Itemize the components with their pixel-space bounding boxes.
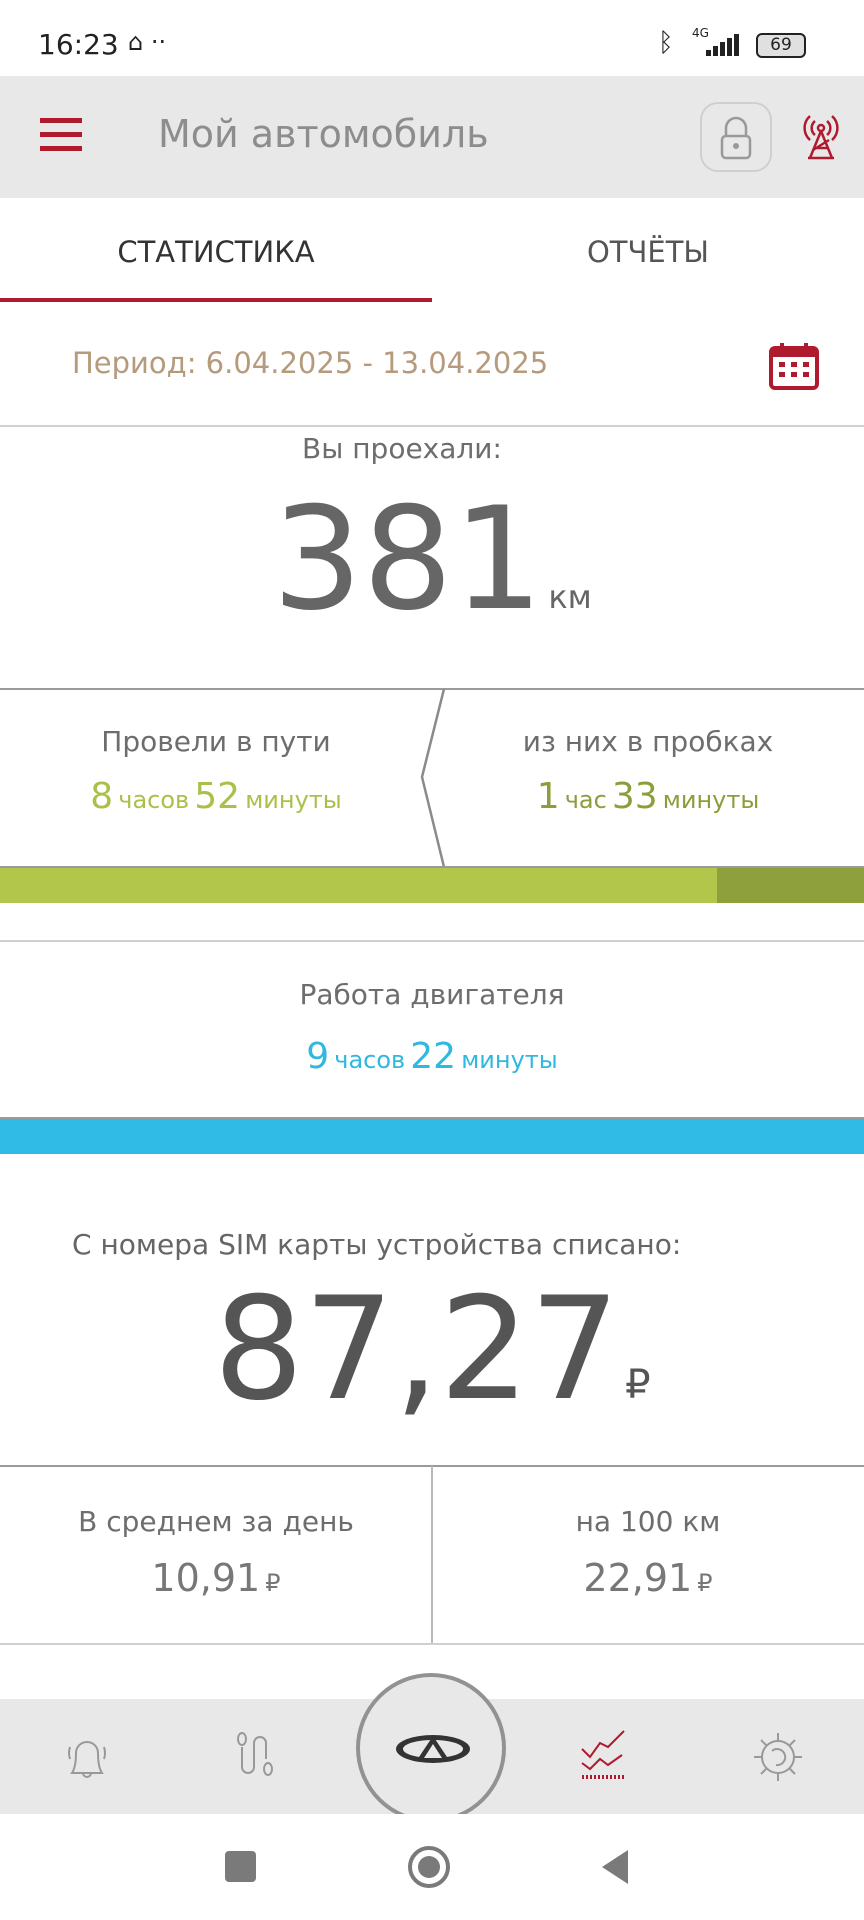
- avg-day-unit: ₽: [265, 1569, 281, 1597]
- divider: [0, 1117, 864, 1119]
- bottom-nav: [0, 1673, 864, 1823]
- drive-minutes: 52: [194, 776, 241, 817]
- drive-hours-unit: часов: [118, 786, 190, 814]
- divider: [0, 425, 864, 427]
- drive-time-label: Провели в пути: [101, 725, 331, 758]
- sim-label: С номера SIM карты устройства списано:: [72, 1228, 682, 1261]
- divider: [0, 688, 864, 690]
- engine-label: Работа двигателя: [299, 978, 565, 1011]
- drive-hours: 8: [90, 776, 114, 817]
- engine-minutes-unit: минуты: [461, 1046, 558, 1074]
- per-100km-label: на 100 км: [575, 1505, 721, 1538]
- distance-label: Вы проехали:: [302, 432, 502, 465]
- tab-bar: СТАТИСТИКА ОТЧЁТЫ: [0, 202, 864, 302]
- nav-car-home-button[interactable]: [356, 1673, 506, 1823]
- divider: [0, 940, 864, 942]
- vertical-divider: [431, 1466, 433, 1644]
- engine-minutes: 22: [410, 1036, 457, 1077]
- bluetooth-icon: ᛒ: [658, 28, 674, 58]
- sim-unit: ₽: [625, 1362, 651, 1408]
- traffic-minutes-unit: минуты: [662, 786, 760, 814]
- drive-time-bar: [0, 868, 864, 903]
- drive-minutes-unit: минуты: [245, 786, 342, 814]
- per-100km-value: 22,91: [583, 1556, 693, 1600]
- traffic-hours: 1: [536, 776, 560, 817]
- distance-value: 381: [272, 477, 544, 642]
- tab-reports[interactable]: ОТЧЁТЫ: [586, 235, 710, 269]
- traffic-hours-unit: час: [564, 786, 607, 814]
- per-100km-block: на 100 км 22,91 ₽: [432, 1505, 864, 1600]
- engine-hours-unit: часов: [334, 1046, 406, 1074]
- calendar-icon[interactable]: [768, 342, 820, 390]
- page-title: Мой автомобиль: [158, 112, 489, 156]
- sim-value: 87,27: [213, 1267, 620, 1432]
- avg-day-label: В среднем за день: [78, 1505, 354, 1538]
- lock-button[interactable]: [700, 102, 772, 172]
- signal-tower-icon[interactable]: [796, 110, 846, 162]
- tab-statistics[interactable]: СТАТИСТИКА: [117, 235, 315, 269]
- avg-day-value: 10,91: [151, 1556, 261, 1600]
- active-tab-indicator: [0, 298, 432, 302]
- app-header: Мой автомобиль: [0, 76, 864, 198]
- avg-day-block: В среднем за день 10,91 ₽: [0, 1505, 432, 1600]
- drive-time-block: Провели в пути 8 часов 52 минуты: [0, 725, 432, 817]
- back-button[interactable]: [600, 1848, 630, 1886]
- distance-value-row: 381 км: [0, 480, 864, 640]
- home-button[interactable]: [408, 1846, 450, 1888]
- engine-hours: 9: [306, 1036, 330, 1077]
- battery-indicator: 69: [756, 33, 806, 58]
- engine-time: 9 часов 22 минуты: [0, 1036, 864, 1077]
- traffic-time-bar: [717, 868, 864, 903]
- distance-unit: км: [548, 578, 592, 616]
- nav-settings-gear-icon[interactable]: [750, 1729, 806, 1785]
- period-label: Период: 6.04.2025 - 13.04.2025: [72, 346, 549, 380]
- nav-statistics-icon[interactable]: [578, 1729, 630, 1785]
- traffic-time-label: из них в пробках: [522, 725, 774, 758]
- signal-icon: [706, 34, 739, 56]
- menu-icon[interactable]: [40, 118, 82, 151]
- recent-apps-button[interactable]: [225, 1851, 256, 1882]
- traffic-minutes: 33: [611, 776, 658, 817]
- sim-value-row: 87,27 ₽: [0, 1270, 864, 1430]
- divider: [0, 1643, 864, 1645]
- status-bar: 16:23 ⌂ ·· ᛒ 4G 69: [0, 0, 864, 76]
- engine-time-bar: [0, 1119, 864, 1154]
- traffic-time-block: из них в пробках 1 час 33 минуты: [432, 725, 864, 817]
- chevron-divider: [420, 689, 446, 868]
- lock-icon: [720, 116, 752, 160]
- network-type: 4G: [692, 26, 709, 40]
- divider: [0, 866, 864, 868]
- nav-routes-icon[interactable]: [230, 1729, 280, 1785]
- nav-notifications-bell-icon[interactable]: [62, 1729, 112, 1785]
- status-time: 16:23: [38, 28, 119, 61]
- hotspot-icon: ⌂ ··: [128, 28, 167, 56]
- system-nav-bar: [0, 1814, 864, 1920]
- per-100km-unit: ₽: [697, 1569, 713, 1597]
- car-brand-logo-icon: [396, 1735, 470, 1763]
